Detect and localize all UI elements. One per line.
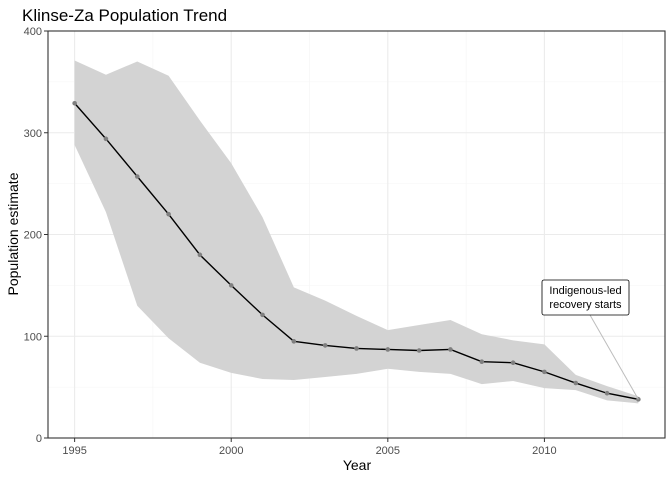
data-point (416, 348, 422, 353)
y-axis: 0 100 200 300 400 (24, 26, 48, 445)
data-points-layer (72, 100, 641, 402)
data-point (260, 312, 265, 318)
data-point (103, 136, 109, 142)
data-point (479, 359, 485, 364)
data-point (166, 211, 171, 217)
data-point (510, 360, 516, 366)
data-point (385, 347, 391, 352)
x-tick-label: 2000 (219, 445, 243, 457)
data-point (228, 283, 234, 288)
data-point (604, 390, 610, 396)
confidence-ribbon (74, 60, 639, 404)
annotation-leader-line (589, 314, 639, 400)
data-point (134, 174, 140, 179)
y-tick-label: 200 (24, 230, 42, 242)
chart-title: Klinse-Za Population Trend (22, 6, 227, 25)
data-point (291, 339, 297, 344)
x-axis: 1995 2000 2005 2010 (62, 438, 557, 457)
data-point (72, 100, 77, 106)
x-tick-label: 2010 (532, 445, 556, 457)
x-tick-label: 1995 (62, 445, 86, 457)
confidence-ribbon-layer (74, 60, 639, 404)
data-point (354, 346, 359, 351)
y-tick-label: 300 (24, 128, 42, 140)
y-tick-label: 0 (36, 433, 42, 445)
data-point (573, 380, 579, 386)
x-tick-label: 2005 (376, 445, 400, 457)
y-tick-label: 100 (24, 331, 42, 343)
data-point (322, 343, 328, 348)
data-point (542, 369, 547, 375)
data-point (636, 397, 641, 402)
y-tick-label: 400 (24, 26, 42, 38)
y-axis-title: Population estimate (5, 172, 21, 295)
annotation-text-line-1: Indigenous-led (549, 285, 621, 297)
annotation-box (541, 279, 630, 316)
x-axis-title: Year (343, 457, 372, 473)
annotation-text-line-2: recovery starts (549, 299, 622, 311)
annotation-layer: Indigenous-led recovery starts (541, 279, 639, 400)
data-point (448, 347, 453, 352)
data-point (197, 252, 203, 258)
